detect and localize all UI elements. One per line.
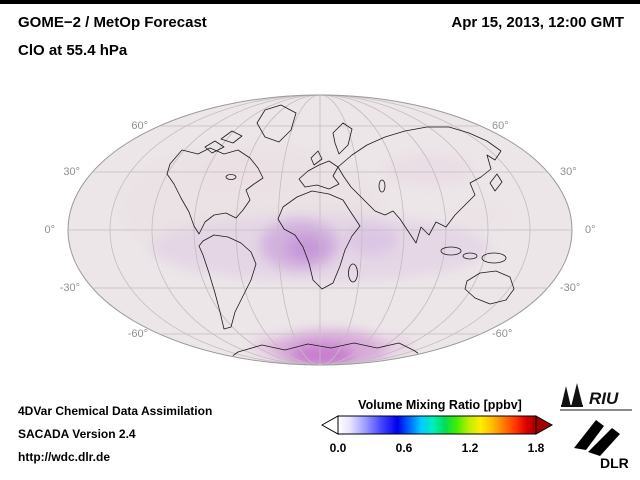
graticule [69,94,571,366]
lat-label-60s-left: -60° [128,328,148,340]
lat-label-eq-right: 0° [585,224,596,236]
latitude-labels: 60° 60° 30° 30° 0° 0° -30° -30° -60° -60… [44,120,595,340]
globe-outline [67,94,573,366]
colorbar-tick-0: 0.0 [330,441,347,455]
lat-label-60n-left: 60° [131,120,148,132]
riu-logo-text: RIU [589,389,619,408]
colorbar: 0.0 0.6 1.2 1.8 [320,415,554,455]
colorbar-title: Volume Mixing Ratio [ppbv] [358,398,522,412]
world-map: 60° 60° 30° 30° 0° 0° -30° -30° -60° -60… [0,70,640,390]
world-map-svg: 60° 60° 30° 30° 0° 0° -30° -30° -60° -60… [44,94,596,366]
clo-data-field [120,145,510,364]
datetime-label: Apr 15, 2013, 12:00 GMT [451,14,624,31]
top-border [0,0,640,4]
footer-credits: 4DVar Chemical Data Assimilation SACADA … [18,400,212,469]
footer-line-assimilation: 4DVar Chemical Data Assimilation [18,404,213,418]
colorbar-tick-labels: 0.0 0.6 1.2 1.8 [330,441,545,455]
colorbar-tick-2: 1.2 [462,441,479,455]
colorbar-gradient [337,415,537,435]
footer-line-url: http://wdc.dlr.de [18,450,110,464]
lat-label-30n-left: 30° [63,166,80,178]
riu-logo: RIU [560,383,632,411]
colorbar-tick-3: 1.8 [528,441,545,455]
coastlines [166,104,549,364]
lat-label-eq-left: 0° [44,224,55,236]
colorbar-tick-1: 0.6 [396,441,413,455]
dlr-logo: DLR [574,420,629,470]
dlr-swoosh-icon [574,420,620,456]
colorbar-underflow-arrow-icon [320,415,339,435]
footer-line-version: SACADA Version 2.4 [18,427,136,441]
riu-cathedral-icon [561,383,583,407]
lat-label-30s-right: -30° [560,282,580,294]
lat-label-30s-left: -30° [60,282,80,294]
lat-label-60n-right: 60° [492,120,509,132]
lat-label-60s-right: -60° [492,328,512,340]
page-title: GOME−2 / MetOp Forecast [18,14,207,31]
lat-label-30n-right: 30° [560,166,577,178]
colorbar-overflow-arrow-icon [535,415,554,435]
dlr-logo-text: DLR [600,455,629,470]
variable-level-label: ClO at 55.4 hPa [18,42,128,59]
